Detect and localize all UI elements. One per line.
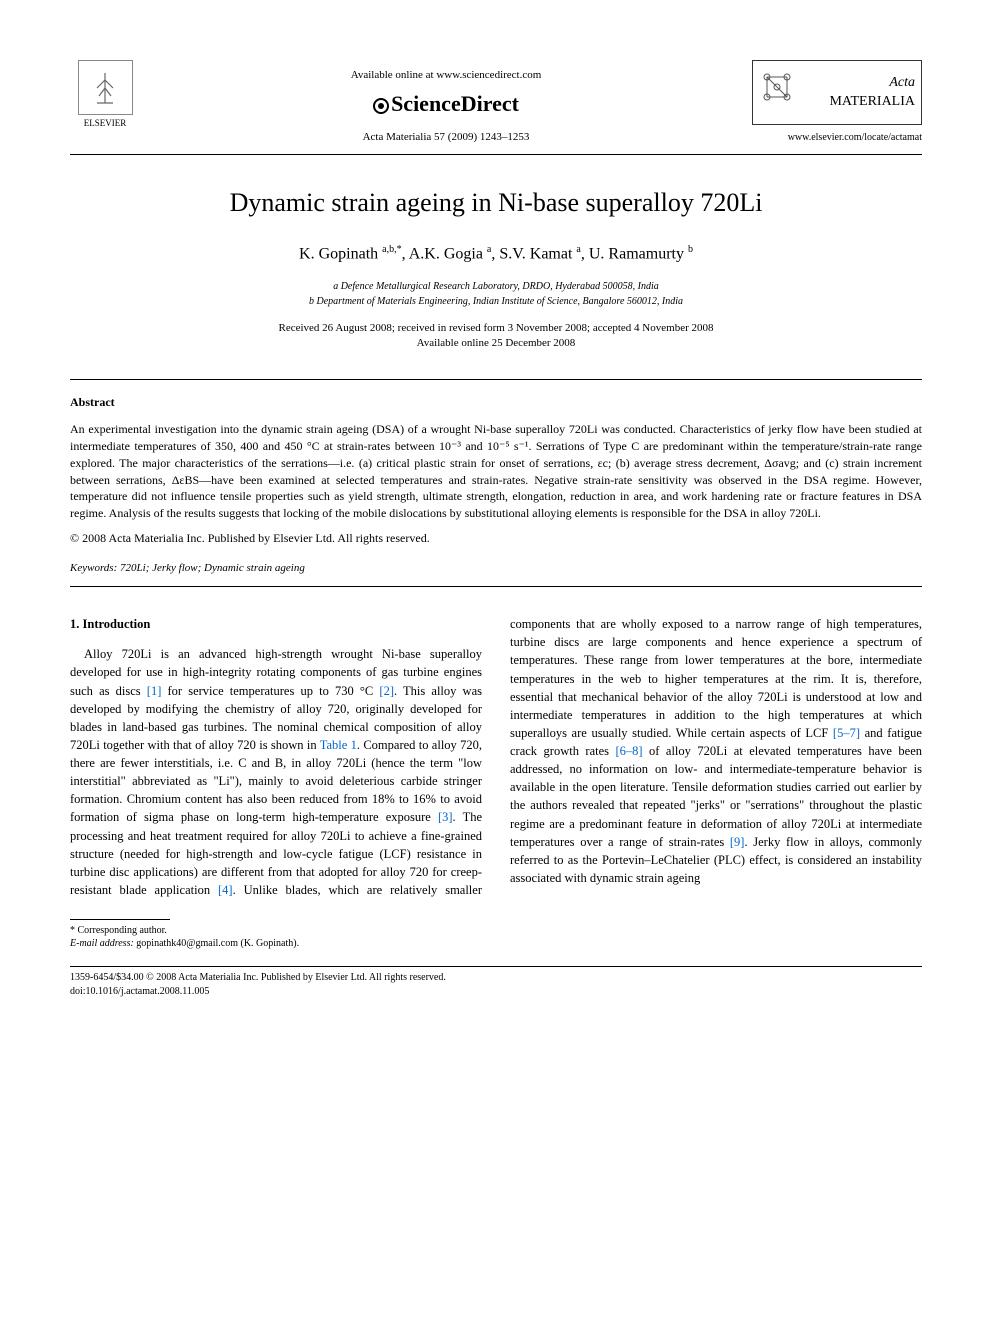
sciencedirect-text: ScienceDirect	[391, 91, 519, 116]
authors-line: K. Gopinath a,b,*, A.K. Gogia a, S.V. Ka…	[70, 243, 922, 266]
article-title: Dynamic strain ageing in Ni-base superal…	[70, 185, 922, 221]
affiliation-b: b Department of Materials Engineering, I…	[70, 295, 922, 309]
keywords-rule	[70, 586, 922, 587]
intro-paragraph: Alloy 720Li is an advanced high-strength…	[70, 615, 922, 899]
email-line: E-mail address: gopinathk40@gmail.com (K…	[70, 937, 922, 950]
keywords-text: 720Li; Jerky flow; Dynamic strain ageing	[120, 562, 305, 574]
article-dates: Received 26 August 2008; received in rev…	[70, 321, 922, 352]
journal-reference: Acta Materialia 57 (2009) 1243–1253	[140, 130, 752, 145]
corresponding-author: * Corresponding author.	[70, 924, 922, 937]
footnote-separator	[70, 919, 170, 920]
dates-online: Available online 25 December 2008	[70, 336, 922, 351]
journal-url[interactable]: www.elsevier.com/locate/actamat	[752, 131, 922, 145]
keywords-line: Keywords: 720Li; Jerky flow; Dynamic str…	[70, 561, 922, 576]
doi: doi:10.1016/j.actamat.2008.11.005	[70, 985, 922, 999]
sciencedirect-logo: ScienceDirect	[140, 89, 752, 120]
page-header: ELSEVIER Available online at www.science…	[70, 60, 922, 146]
issn-copyright: 1359-6454/$34.00 © 2008 Acta Materialia …	[70, 971, 922, 985]
affiliation-a: a Defence Metallurgical Research Laborat…	[70, 280, 922, 294]
keywords-label: Keywords:	[70, 562, 117, 574]
elsevier-tree-icon	[78, 60, 133, 115]
abstract-heading: Abstract	[70, 394, 922, 411]
section-1-heading: 1. Introduction	[70, 615, 482, 633]
journal-name-caps: MATERIALIA	[829, 94, 915, 109]
journal-logo-block: Acta MATERIALIA www.elsevier.com/locate/…	[752, 60, 922, 145]
abstract-rule-top	[70, 379, 922, 380]
email-address[interactable]: gopinathk40@gmail.com	[136, 938, 238, 949]
body-two-column: 1. Introduction Alloy 720Li is an advanc…	[70, 615, 922, 899]
journal-lattice-icon	[759, 69, 795, 116]
footnote-block: * Corresponding author. E-mail address: …	[70, 924, 922, 950]
footer-rule	[70, 966, 922, 967]
elsevier-logo: ELSEVIER	[70, 60, 140, 130]
journal-name-italic: Acta	[889, 75, 915, 90]
center-header: Available online at www.sciencedirect.co…	[140, 60, 752, 146]
elsevier-label: ELSEVIER	[70, 117, 140, 130]
abstract-text: An experimental investigation into the d…	[70, 421, 922, 522]
email-label: E-mail address:	[70, 938, 134, 949]
email-name: (K. Gopinath).	[241, 938, 300, 949]
affiliations: a Defence Metallurgical Research Laborat…	[70, 280, 922, 309]
journal-box: Acta MATERIALIA	[752, 60, 922, 125]
footer-info: 1359-6454/$34.00 © 2008 Acta Materialia …	[70, 971, 922, 999]
sciencedirect-icon	[373, 98, 389, 114]
journal-name: Acta MATERIALIA	[801, 73, 915, 112]
abstract-copyright: © 2008 Acta Materialia Inc. Published by…	[70, 530, 922, 547]
header-rule	[70, 154, 922, 155]
available-online-text: Available online at www.sciencedirect.co…	[140, 68, 752, 83]
dates-received: Received 26 August 2008; received in rev…	[70, 321, 922, 336]
